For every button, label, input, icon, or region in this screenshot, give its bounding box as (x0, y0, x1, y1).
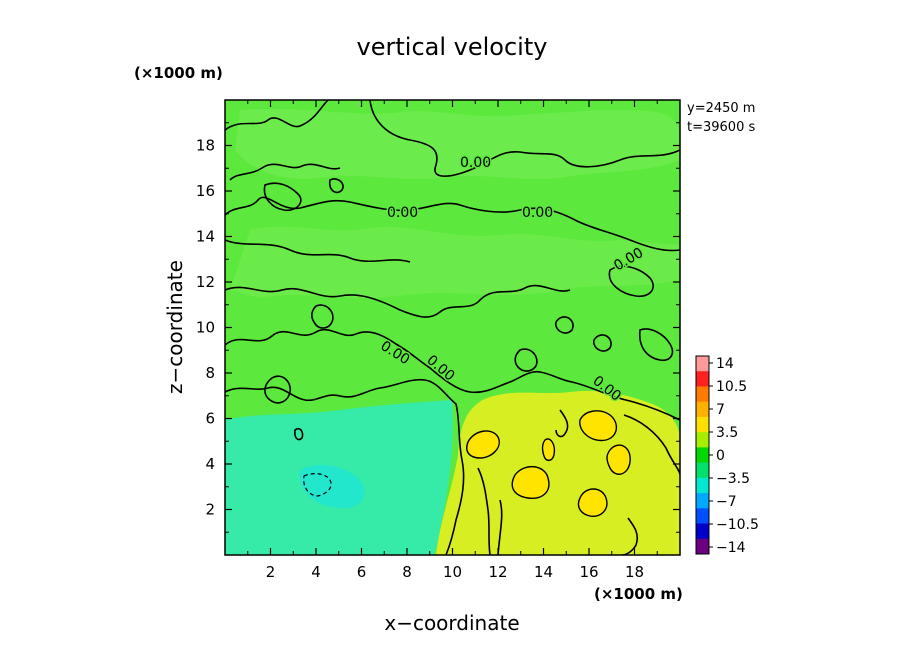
x-tick-label: 4 (311, 563, 321, 581)
y-tick-label: 6 (205, 410, 215, 428)
y-tick-label: 14 (196, 228, 215, 246)
chart-title: vertical velocity (357, 33, 548, 61)
colorbar-swatch (696, 493, 709, 509)
updraft-core (579, 410, 617, 442)
colorbar-swatch (696, 523, 709, 540)
heatmap-field: 0.00 0.00 0.00 0.00 0.00 0.00 0.00 (225, 100, 680, 555)
colorbar-label: 7 (716, 402, 725, 418)
x-tick-label: 18 (625, 563, 644, 581)
x-unit-label: (×1000 m) (594, 585, 683, 603)
colorbar-swatch (696, 386, 709, 403)
downdraft-core (299, 465, 365, 509)
colorbar-label: −3.5 (716, 471, 750, 487)
updraft-core (541, 438, 556, 462)
y-tick-label: 8 (205, 364, 215, 382)
colorbar-swatch (696, 432, 709, 448)
y-axis-title: z−coordinate (163, 260, 187, 394)
field-patch (230, 226, 680, 298)
annotation-y: y=2450 m (687, 101, 755, 116)
colorbar-label: 0 (716, 448, 725, 464)
updraft-region (436, 390, 680, 555)
y-tick-label: 16 (196, 182, 215, 200)
contour-label: 0.00 (387, 205, 418, 221)
x-tick-label: 8 (402, 563, 412, 581)
y-unit-label: (×1000 m) (134, 64, 223, 82)
y-tick-label: 18 (196, 137, 215, 155)
y-tick-label: 4 (205, 455, 215, 473)
field-patch (235, 108, 680, 179)
colorbar-swatch (696, 508, 709, 525)
x-tick-label: 14 (534, 563, 553, 581)
contour-label: 0.00 (460, 155, 491, 171)
colorbar-label: −14 (716, 540, 746, 556)
updraft-core (511, 466, 550, 499)
y-tick-label: 2 (205, 501, 215, 519)
colorbar-label: 14 (716, 356, 734, 372)
colorbar-swatch (696, 462, 709, 479)
axis-ticks: 2 4 6 8 10 12 14 16 18 2 4 6 8 10 12 14 16 18 (196, 100, 680, 581)
y-tick-label: 10 (196, 319, 215, 337)
y-tick-label: 12 (196, 273, 215, 291)
updraft-core (577, 488, 608, 517)
colorbar: 14 10.5 7 3.5 0 −3.5 −7 −10.5 −14 (695, 355, 759, 556)
contour-label: 0.00 (522, 205, 553, 221)
x-axis-title: x−coordinate (384, 611, 519, 635)
colorbar-swatch (696, 538, 709, 555)
colorbar-swatch (696, 356, 709, 372)
x-tick-label: 16 (579, 563, 598, 581)
colorbar-label: 10.5 (716, 379, 747, 395)
annotation-t: t=39600 s (687, 120, 755, 135)
colorbar-label: −7 (716, 494, 737, 510)
colorbar-swatch (696, 447, 709, 464)
x-tick-label: 2 (266, 563, 276, 581)
colorbar-swatch (696, 477, 709, 494)
updraft-core (466, 430, 500, 459)
colorbar-swatch (696, 371, 709, 387)
x-tick-label: 6 (357, 563, 367, 581)
colorbar-label: −10.5 (716, 517, 759, 533)
x-tick-label: 12 (488, 563, 507, 581)
x-tick-label: 10 (443, 563, 462, 581)
updraft-core (606, 444, 631, 475)
downdraft-contour (303, 473, 332, 497)
colorbar-swatch (696, 401, 709, 418)
colorbar-swatch (696, 416, 709, 433)
colorbar-label: 3.5 (716, 425, 738, 441)
